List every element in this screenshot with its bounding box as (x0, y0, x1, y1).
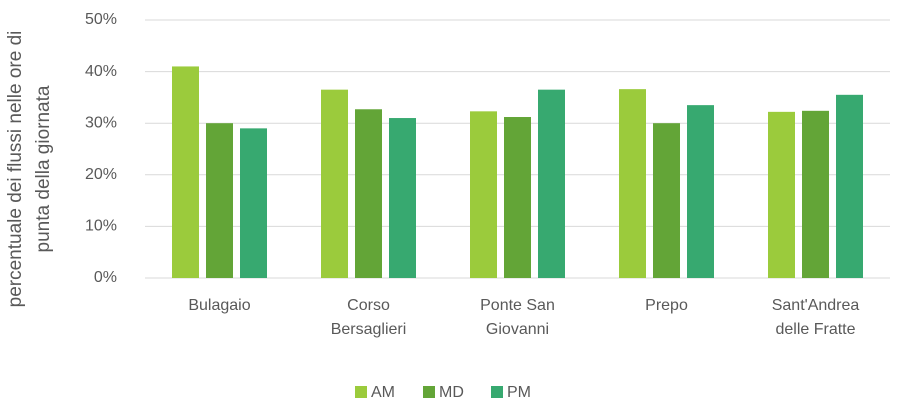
bar (321, 89, 348, 278)
bar (836, 94, 863, 278)
bar (802, 110, 829, 278)
legend-swatch (355, 386, 367, 398)
legend-swatch (423, 386, 435, 398)
x-tick-label: Corso Bersaglieri (330, 297, 407, 338)
legend-label: PM (507, 384, 531, 400)
bar (653, 123, 680, 278)
y-tick-label: 10% (85, 218, 117, 235)
legend-label: AM (371, 384, 395, 400)
y-tick-label: 20% (85, 166, 117, 183)
bar (389, 118, 416, 278)
y-tick-label: 30% (85, 114, 117, 131)
bar (172, 66, 199, 278)
x-tick-label: Ponte San Giovanni (480, 297, 555, 338)
x-tick-label: Sant'Andrea delle Fratte (771, 297, 860, 338)
y-axis-label-line: punta della giornata (33, 85, 54, 252)
x-tick-label: Prepo (645, 297, 688, 314)
bar (206, 123, 233, 278)
legend-label: MD (439, 384, 464, 400)
y-tick-label: 0% (94, 269, 117, 286)
bar (240, 128, 267, 278)
y-tick-label: 40% (85, 63, 117, 80)
bar (538, 89, 565, 278)
bar (355, 109, 382, 278)
y-tick-label: 50% (85, 11, 117, 28)
bar (619, 89, 646, 278)
bar (687, 105, 714, 278)
bar (768, 111, 795, 279)
bar (470, 111, 497, 278)
bar (504, 117, 531, 279)
legend-swatch (491, 386, 503, 398)
y-axis-label: percentuale dei flussi nelle ore di punta… (5, 31, 54, 308)
x-tick-label: Bulagaio (188, 297, 251, 314)
y-axis-label-line: percentuale dei flussi nelle ore di (5, 31, 26, 308)
legend: AM MD PM (355, 384, 531, 400)
